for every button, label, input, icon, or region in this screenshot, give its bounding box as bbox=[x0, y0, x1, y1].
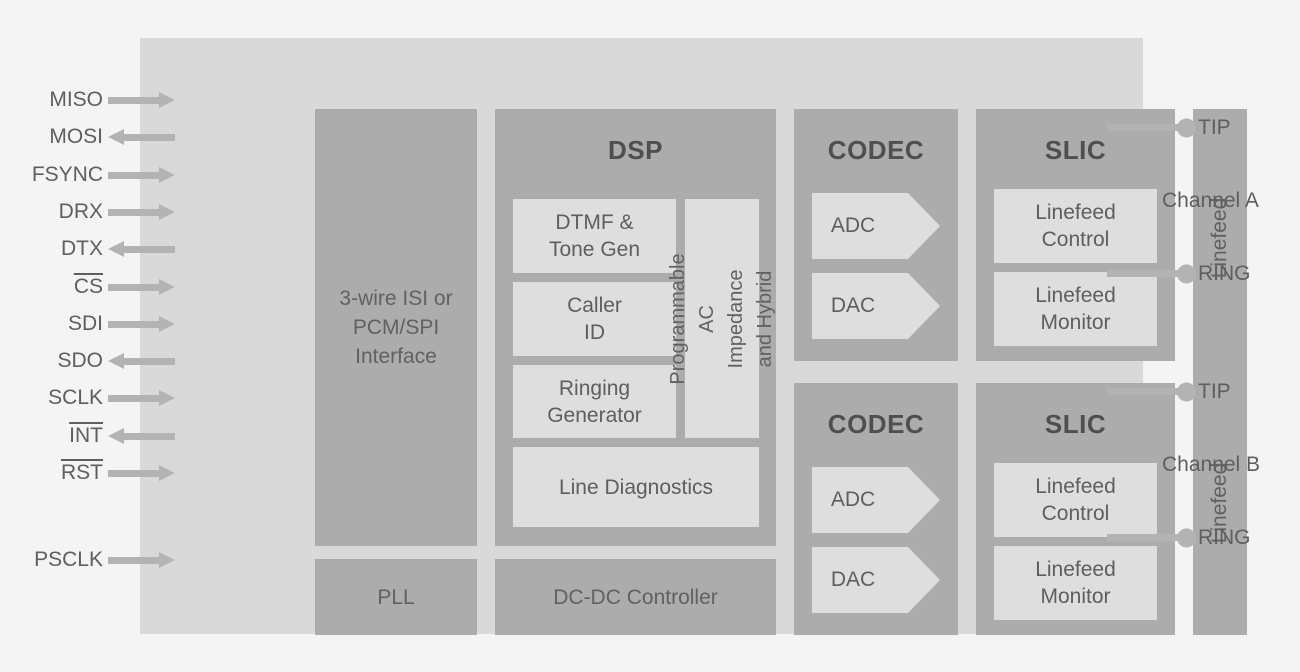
arrow-right-icon bbox=[108, 208, 175, 216]
channel-a-label: Channel A bbox=[1162, 189, 1259, 212]
pll-block: PLL bbox=[315, 559, 477, 635]
line-diagnostics-box: Line Diagnostics bbox=[513, 447, 759, 527]
dac-a-shape: DAC bbox=[812, 273, 940, 339]
codec-a-title: CODEC bbox=[827, 135, 925, 165]
slic-a-block: SLIC Linefeed Control Linefeed Monitor bbox=[976, 109, 1175, 361]
linefeed-block: Linefeed Linefeed bbox=[1193, 109, 1247, 635]
dac-b-shape: DAC bbox=[812, 547, 940, 613]
pin-drx: DRX bbox=[20, 197, 175, 227]
arrow-right-icon bbox=[108, 394, 175, 402]
arrow-left-icon bbox=[108, 245, 175, 253]
slic-a-title: SLIC bbox=[1044, 135, 1107, 165]
dtmf-tone-gen-box: DTMF & Tone Gen bbox=[513, 199, 676, 273]
pin-cs: CS bbox=[20, 272, 175, 302]
pin-label: DRX bbox=[58, 200, 103, 223]
ring-a-connector bbox=[1107, 270, 1181, 277]
arrow-right-icon bbox=[108, 283, 175, 291]
caller-id-box: Caller ID bbox=[513, 282, 676, 356]
tip-b-connector bbox=[1107, 388, 1181, 395]
linefeed-monitor-a-box: Linefeed Monitor bbox=[994, 272, 1157, 346]
ac-impedance-label: Programmable AC Impedance and Hybrid bbox=[667, 252, 776, 385]
adc-b-shape: ADC bbox=[812, 467, 940, 533]
pin-label: CS bbox=[73, 275, 103, 298]
slic-b-block: SLIC Linefeed Control Linefeed Monitor bbox=[976, 383, 1175, 635]
dsp-title: DSP bbox=[608, 135, 663, 165]
pin-label: MISO bbox=[49, 88, 103, 111]
tip-b-label: TIP bbox=[1198, 380, 1231, 403]
ring-a-label: RING bbox=[1198, 262, 1251, 285]
ring-b-connector bbox=[1107, 534, 1181, 541]
arrow-right-icon bbox=[108, 96, 175, 104]
dcdc-controller-block: DC-DC Controller bbox=[495, 559, 776, 635]
pin-sclk: SCLK bbox=[20, 383, 175, 413]
pin-label: SDO bbox=[57, 349, 103, 372]
pll-label: PLL bbox=[377, 585, 415, 609]
arrow-left-icon bbox=[108, 357, 175, 365]
linefeed-control-b-box: Linefeed Control bbox=[994, 463, 1157, 537]
tip-a-connector bbox=[1107, 124, 1181, 131]
arrow-left-icon bbox=[108, 432, 175, 440]
pin-psclk: PSCLK bbox=[20, 545, 175, 575]
pin-sdi: SDI bbox=[20, 309, 175, 339]
pin-miso: MISO bbox=[20, 85, 175, 115]
pin-label: SDI bbox=[67, 312, 103, 335]
linefeed-monitor-b-box: Linefeed Monitor bbox=[994, 546, 1157, 620]
chip-body: 3-wire ISI or PCM/SPI Interface DSP DTMF… bbox=[140, 38, 1247, 635]
codec-b-block: CODEC ADC DAC bbox=[794, 383, 958, 635]
adc-a-shape: ADC bbox=[812, 193, 940, 259]
ring-b-label: RING bbox=[1198, 526, 1251, 549]
pin-dtx: DTX bbox=[20, 234, 175, 264]
codec-b-title: CODEC bbox=[827, 409, 925, 439]
pin-label: INT bbox=[69, 424, 103, 447]
pin-label: FSYNC bbox=[31, 163, 103, 186]
interface-block-label: 3-wire ISI or PCM/SPI Interface bbox=[339, 287, 453, 368]
arrow-right-icon bbox=[108, 469, 175, 477]
linefeed-control-a-box: Linefeed Control bbox=[994, 189, 1157, 263]
pin-fsync: FSYNC bbox=[20, 160, 175, 190]
interface-block: 3-wire ISI or PCM/SPI Interface bbox=[315, 109, 477, 546]
arrow-left-icon bbox=[108, 133, 175, 141]
pin-rst: RST bbox=[20, 458, 175, 488]
pin-label: MOSI bbox=[49, 125, 103, 148]
dcdc-controller-label: DC-DC Controller bbox=[553, 585, 718, 609]
ringing-generator-box: Ringing Generator bbox=[513, 365, 676, 438]
pin-int: INT bbox=[20, 421, 175, 451]
channel-b-label: Channel B bbox=[1162, 453, 1261, 476]
arrow-right-icon bbox=[108, 556, 175, 564]
tip-a-label: TIP bbox=[1198, 116, 1231, 139]
pin-sdo: SDO bbox=[20, 346, 175, 376]
arrow-right-icon bbox=[108, 320, 175, 328]
ac-impedance-box: Programmable AC Impedance and Hybrid bbox=[667, 199, 776, 438]
dsp-block: DSP DTMF & Tone Gen Caller ID Ringing Ge… bbox=[495, 109, 776, 546]
pin-label: DTX bbox=[61, 237, 103, 260]
pin-label: PSCLK bbox=[34, 548, 103, 571]
pin-label: SCLK bbox=[48, 386, 103, 409]
slic-b-title: SLIC bbox=[1044, 409, 1107, 439]
arrow-right-icon bbox=[108, 171, 175, 179]
pin-label: RST bbox=[61, 461, 103, 484]
pin-mosi: MOSI bbox=[20, 122, 175, 152]
codec-a-block: CODEC ADC DAC bbox=[794, 109, 958, 361]
